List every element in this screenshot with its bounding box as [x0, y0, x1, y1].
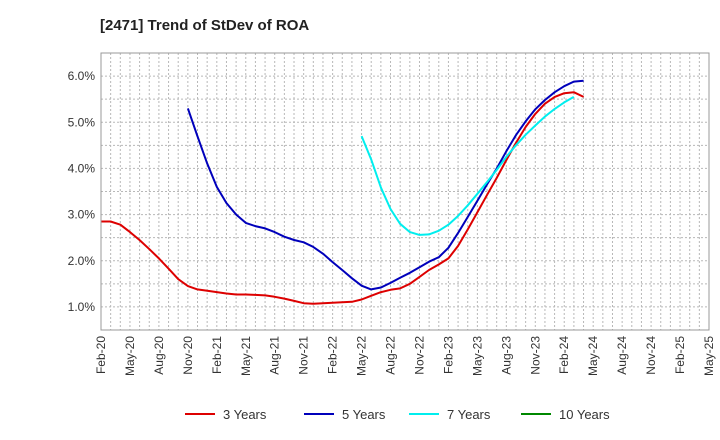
- legend-label-3: 10 Years: [559, 407, 610, 422]
- x-tick-label: Nov-23: [528, 336, 542, 375]
- x-tick-label: Aug-24: [615, 336, 629, 375]
- y-tick-label: 3.0%: [68, 208, 96, 222]
- legend-label-1: 5 Years: [342, 407, 386, 422]
- x-tick-label: May-20: [123, 336, 137, 376]
- x-tick-label: Feb-25: [673, 336, 687, 374]
- series-line-1: [186, 79, 584, 291]
- y-tick-label: 6.0%: [68, 69, 96, 83]
- x-tick-label: May-23: [470, 336, 484, 376]
- x-tick-label: Feb-21: [210, 336, 224, 374]
- x-tick-label: Aug-20: [152, 336, 166, 375]
- y-tick-label: 2.0%: [68, 254, 96, 268]
- x-tick-label: Nov-24: [644, 336, 658, 375]
- legend-label-2: 7 Years: [447, 407, 491, 422]
- x-tick-label: Feb-23: [441, 336, 455, 374]
- grid: [101, 53, 709, 330]
- x-axis-ticks: Feb-20 May-20 Aug-20 Nov-20 Feb-21 May-21 Aug-…: [94, 336, 716, 376]
- x-tick-label: Nov-20: [181, 336, 195, 375]
- legend: 3 Years 5 Years 7 Years 10 Years: [185, 407, 610, 422]
- x-tick-label: Feb-24: [557, 336, 571, 374]
- x-tick-label: May-25: [702, 336, 716, 376]
- series-lines: [101, 79, 585, 305]
- y-tick-label: 5.0%: [68, 115, 96, 129]
- x-tick-label: Feb-20: [94, 336, 108, 374]
- x-tick-label: Aug-21: [268, 336, 282, 375]
- legend-label-0: 3 Years: [223, 407, 267, 422]
- plot-frame: [100, 52, 710, 331]
- x-tick-label: Aug-22: [384, 336, 398, 375]
- x-tick-label: Feb-22: [326, 336, 340, 374]
- y-tick-label: 1.0%: [68, 300, 96, 314]
- x-tick-label: Nov-22: [412, 336, 426, 375]
- x-tick-label: May-22: [355, 336, 369, 376]
- x-tick-label: Aug-23: [499, 336, 513, 375]
- chart-title: [2471] Trend of StDev of ROA: [100, 17, 309, 34]
- y-tick-label: 4.0%: [68, 161, 96, 175]
- x-tick-label: Nov-21: [297, 336, 311, 375]
- x-tick-label: May-21: [239, 336, 253, 376]
- series-line-0: [101, 91, 585, 305]
- y-axis-ticks: 1.0% 2.0% 3.0% 4.0% 5.0% 6.0%: [68, 69, 96, 314]
- x-tick-label: May-24: [586, 336, 600, 376]
- series-line-2: [360, 96, 575, 236]
